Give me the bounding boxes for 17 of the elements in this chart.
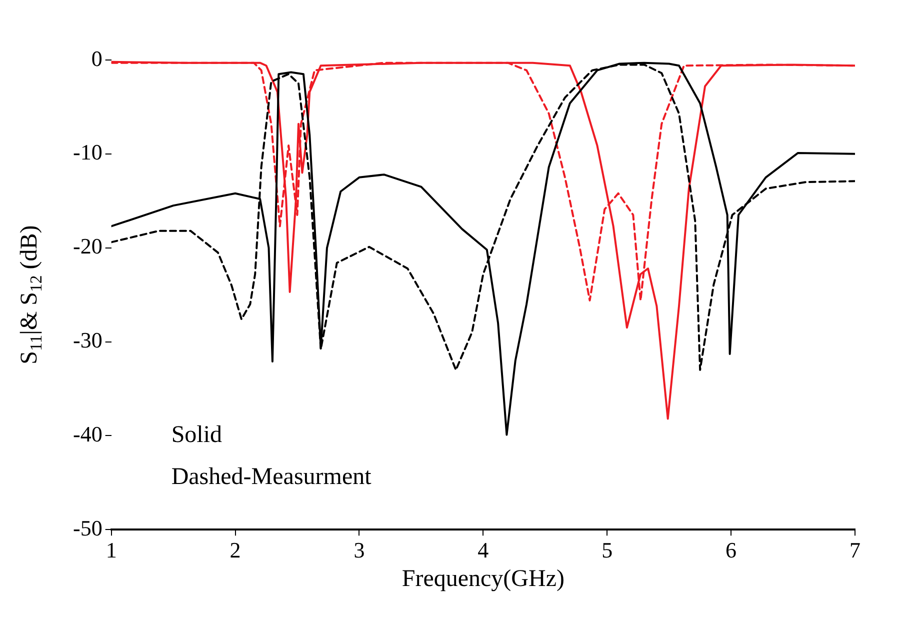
y-tick-label: -30 [73,328,102,353]
x-tick-label: 1 [106,538,117,563]
y-tick-label: -20 [73,234,102,259]
x-axis-title: Frequency(GHz) [402,566,564,592]
y-tick-label: -40 [73,421,102,446]
x-tick-label: 4 [478,538,489,563]
x-tick-label: 2 [230,538,241,563]
y-tick-label: -10 [73,140,102,165]
x-tick-label: 6 [726,538,737,563]
x-tick-label: 7 [850,538,860,563]
y-axis-title: S11|& S12 (dB) [16,225,46,364]
y-tick-label: 0 [91,46,102,71]
y-tick-label: -50 [73,515,102,540]
annotation: Dashed-Measurment [171,464,372,490]
x-tick-label: 3 [354,538,365,563]
annotation: Solid [171,422,222,448]
x-tick-label: 5 [602,538,613,563]
